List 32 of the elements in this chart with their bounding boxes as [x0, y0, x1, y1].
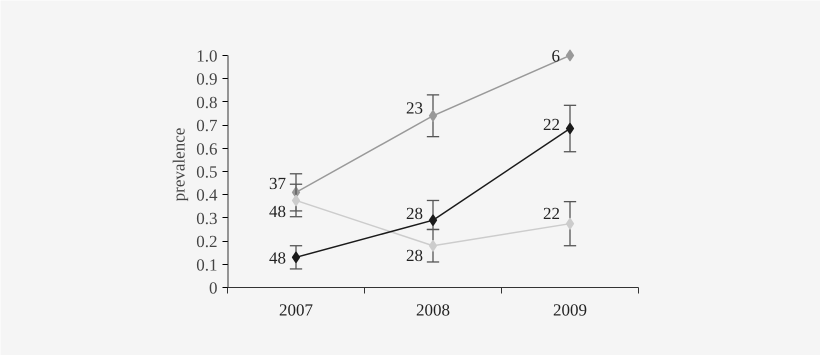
annotation: 22	[543, 114, 560, 134]
y-tick-label: 0.5	[196, 162, 218, 182]
y-tick-label: 0.2	[196, 232, 218, 252]
x-tick-label: 2008	[416, 300, 450, 320]
annotation: 48	[269, 248, 286, 268]
y-tick-label: 0.3	[196, 208, 218, 228]
y-tick-label: 0.6	[196, 139, 218, 158]
annotation: 6	[552, 46, 560, 66]
point	[292, 251, 300, 264]
annotation: 22	[543, 204, 560, 224]
annotation: 37	[269, 174, 286, 194]
y-tick-label: 0.9	[196, 70, 218, 89]
x-tick-label: 2009	[553, 300, 587, 320]
point	[292, 194, 300, 206]
y-tick-label: 0.4	[196, 186, 218, 205]
y-tick-label: 0.1	[196, 255, 218, 274]
annotation: 28	[406, 246, 423, 266]
annotation: 48	[269, 202, 286, 221]
annotation: 28	[406, 204, 423, 224]
y-axis-title: prevalence	[169, 128, 188, 202]
point	[428, 240, 438, 252]
x-tick-label: 2007	[279, 300, 314, 320]
y-tick-label: 1.0	[196, 46, 218, 66]
y-tick-label: 0.7	[196, 116, 218, 136]
point	[566, 218, 574, 230]
point	[428, 214, 438, 226]
y-tick-label: 0	[209, 278, 218, 298]
point	[566, 49, 574, 62]
y-tick-label: 0.8	[196, 92, 218, 112]
annotation: 23	[406, 98, 423, 118]
point	[428, 110, 438, 122]
point	[566, 122, 574, 135]
